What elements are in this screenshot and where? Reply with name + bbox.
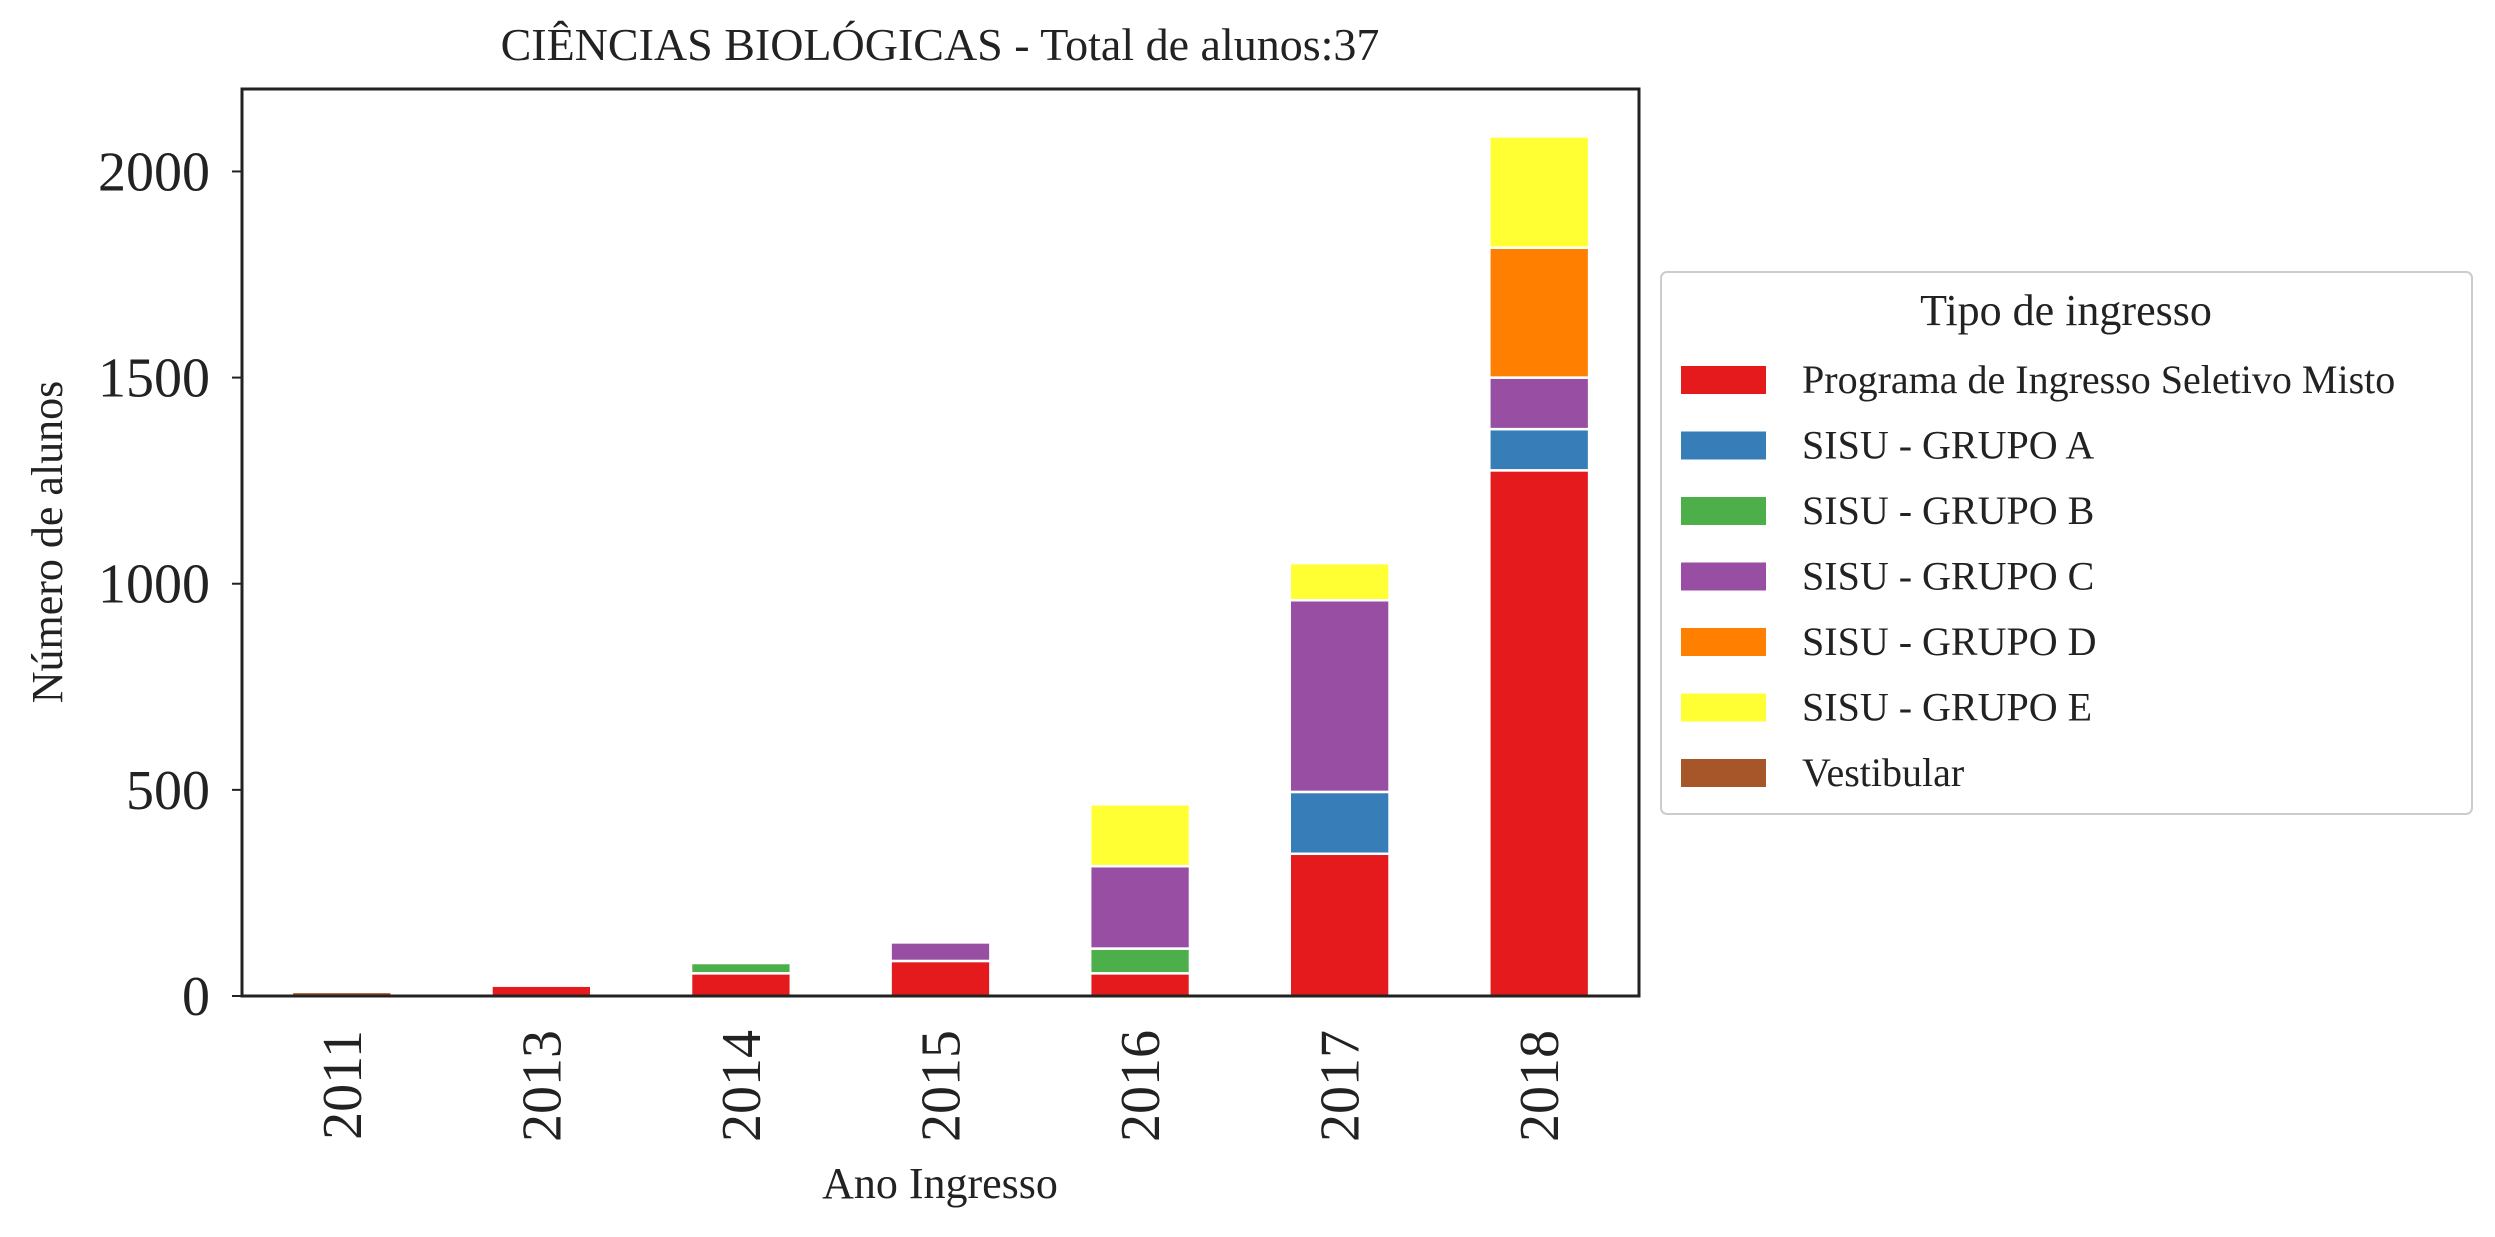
bar-segment-2016-series-5 [1088,803,1192,868]
y-tick-label: 500 [126,760,210,822]
legend: Tipo de ingresso Programa de Ingresso Se… [1660,271,2473,815]
legend-swatch [1681,628,1766,656]
x-tick-label: 2011 [312,1030,374,1140]
bar-segment-2014-series-0 [689,972,793,998]
bar-segment-2015-series-0 [889,959,992,998]
bar-segment-2018-series-4 [1488,246,1591,379]
x-tick-label: 2018 [1509,1030,1571,1142]
bar-segment-2017-series-5 [1288,561,1391,602]
plot-frame [240,87,1641,998]
chart-title: CIÊNCIAS BIOLÓGICAS - Total de alunos:37 [501,19,1380,70]
bars [290,135,1591,998]
bar-segment-2014-series-2 [689,961,793,975]
bar-segment-2017-series-1 [1288,790,1391,856]
y-tick-label: 0 [182,966,210,1028]
legend-swatch [1681,693,1766,722]
legend-label: SISU - GRUPO C [1802,554,2094,599]
x-axis: 2011 2013 2014 2015 2016 2017 2018 [312,1030,1571,1142]
legend-label: Programa de Ingresso Seletivo Misto [1802,357,2395,402]
bar-segment-2017-series-3 [1288,598,1391,794]
bar-segment-2016-series-0 [1088,972,1192,998]
x-tick-label: 2016 [1110,1030,1172,1142]
legend-label: SISU - GRUPO D [1802,619,2097,664]
x-tick-label: 2014 [711,1030,773,1142]
y-axis-label: Número de alunos [23,381,72,704]
bar-segment-2018-series-1 [1488,427,1591,472]
legend-swatch [1681,431,1766,460]
x-tick-label: 2017 [1310,1030,1372,1142]
x-tick-label: 2015 [911,1030,973,1142]
bar-segment-2015-series-3 [889,941,992,963]
bar-segment-2016-series-2 [1088,947,1192,975]
legend-label: SISU - GRUPO E [1802,685,2092,730]
legend-label: SISU - GRUPO A [1802,423,2094,468]
legend-label: Vestibular [1802,750,1964,795]
legend-swatch [1681,562,1766,591]
legend-frame [1660,271,2473,815]
y-tick-label: 1500 [98,348,210,410]
legend-swatch [1681,497,1766,525]
y-tick-label: 1000 [98,554,210,616]
legend-label: SISU - GRUPO B [1802,488,2094,533]
legend-title: Tipo de ingresso [1920,286,2212,335]
bar-segment-2018-series-5 [1488,135,1591,249]
bar-segment-2018-series-0 [1488,469,1591,998]
y-tick-label: 2000 [98,141,210,203]
bar-segment-2017-series-0 [1288,852,1391,998]
x-tick-label: 2013 [511,1030,573,1142]
bar-segment-2016-series-3 [1088,864,1192,950]
legend-items: Programa de Ingresso Seletivo Misto SISU … [1681,357,2395,795]
legend-swatch [1681,366,1766,394]
x-axis-label: Ano Ingresso [822,1159,1058,1208]
legend-swatch [1681,759,1766,787]
bar-segment-2018-series-3 [1488,376,1591,431]
bar-segment-2013-series-0 [490,984,593,998]
y-axis: 0 500 1000 1500 2000 [98,141,242,1028]
